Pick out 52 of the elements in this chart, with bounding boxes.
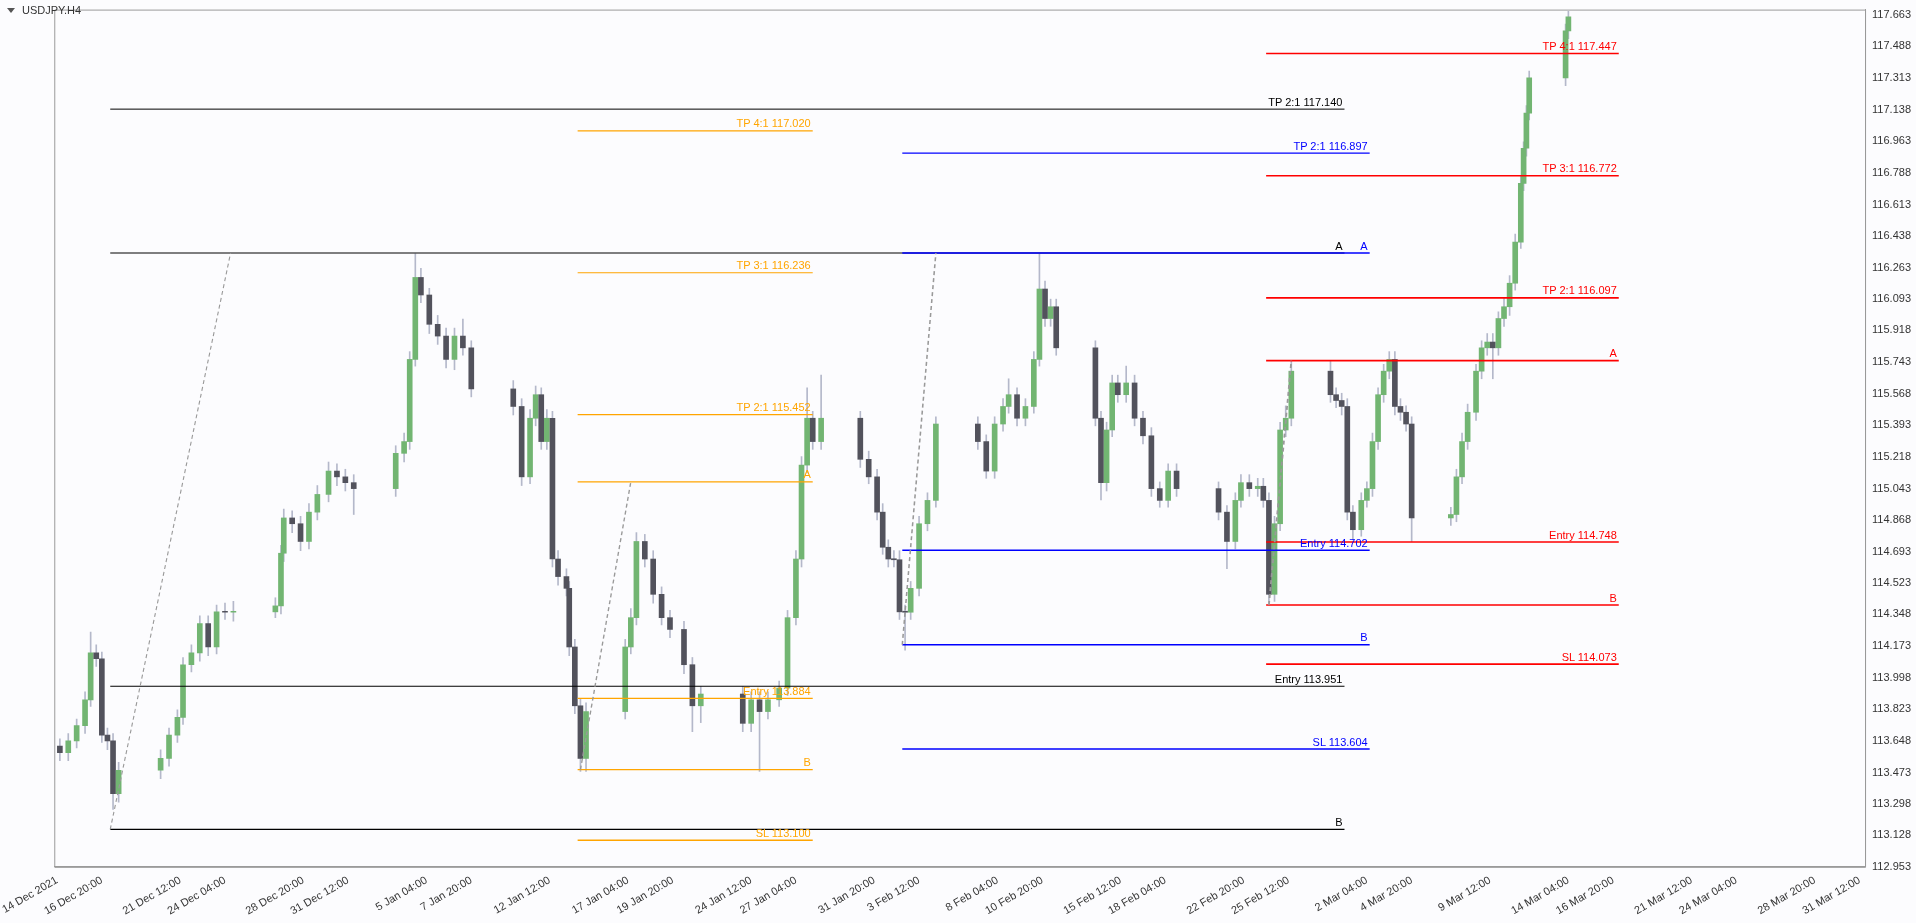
y-tick-label: 115.743 xyxy=(1872,354,1912,367)
y-tick-label: 115.218 xyxy=(1872,449,1912,462)
y-tick-label: 117.313 xyxy=(1872,70,1912,83)
annotation: B xyxy=(1335,815,1343,828)
y-tick-label: 113.298 xyxy=(1872,797,1912,810)
y-tick-label: 117.488 xyxy=(1872,39,1912,52)
candlestick xyxy=(1489,333,1496,380)
y-tick-label: 113.473 xyxy=(1872,765,1912,778)
y-tick-label: 114.693 xyxy=(1872,545,1912,557)
annotation: SL 113.100 xyxy=(755,826,811,839)
candlestick xyxy=(222,602,228,620)
annotation: Entry 114.748 xyxy=(1549,528,1617,541)
annotation: TP 4:1 117.020 xyxy=(736,117,811,130)
y-tick-label: 115.918 xyxy=(1872,323,1912,336)
annotation: A xyxy=(1335,239,1344,252)
y-tick-label: 113.648 xyxy=(1872,734,1912,747)
annotation: A xyxy=(1360,239,1369,252)
chart-title: USDJPY.H4 xyxy=(22,4,82,16)
y-tick-label: 116.788 xyxy=(1872,165,1912,178)
y-tick-label: 115.393 xyxy=(1872,418,1912,431)
annotation: B xyxy=(803,756,811,769)
y-tick-label: 115.043 xyxy=(1872,481,1912,494)
annotation: Entry 113.951 xyxy=(1274,672,1343,685)
annotation: A xyxy=(1609,347,1618,360)
annotation: TP 3:1 116.772 xyxy=(1542,162,1617,175)
annotation: TP 3:1 116.236 xyxy=(736,259,811,272)
annotation: B xyxy=(1609,591,1617,604)
annotation: TP 2:1 116.097 xyxy=(1542,284,1617,297)
y-tick-label: 116.613 xyxy=(1872,197,1912,210)
y-tick-label: 113.998 xyxy=(1872,670,1912,683)
candlestick xyxy=(350,474,357,515)
annotation: TP 2:1 117.140 xyxy=(1268,95,1343,108)
candlestick xyxy=(1484,333,1491,356)
annotation: SL 114.073 xyxy=(1561,650,1617,663)
y-tick-label: 117.138 xyxy=(1872,102,1912,115)
annotation: TP 2:1 116.897 xyxy=(1293,139,1368,152)
y-tick-label: 114.173 xyxy=(1872,639,1912,652)
annotation: SL 113.604 xyxy=(1312,735,1368,748)
y-tick-label: 114.868 xyxy=(1872,513,1912,526)
y-tick-label: 116.263 xyxy=(1872,260,1912,273)
y-tick-label: 116.963 xyxy=(1872,134,1912,147)
annotation: B xyxy=(1360,631,1368,644)
y-tick-label: 115.568 xyxy=(1872,386,1912,399)
y-tick-label: 113.823 xyxy=(1872,702,1912,715)
y-tick-label: 116.438 xyxy=(1872,229,1912,242)
y-tick-label: 113.128 xyxy=(1872,828,1912,841)
y-tick-label: 116.093 xyxy=(1872,291,1912,304)
y-tick-label: 114.348 xyxy=(1872,607,1912,620)
y-tick-label: 114.523 xyxy=(1872,575,1912,588)
y-tick-label: 117.663 xyxy=(1872,7,1912,20)
annotation: TP 2:1 115.452 xyxy=(736,401,811,414)
y-tick-label: 112.953 xyxy=(1872,859,1912,872)
